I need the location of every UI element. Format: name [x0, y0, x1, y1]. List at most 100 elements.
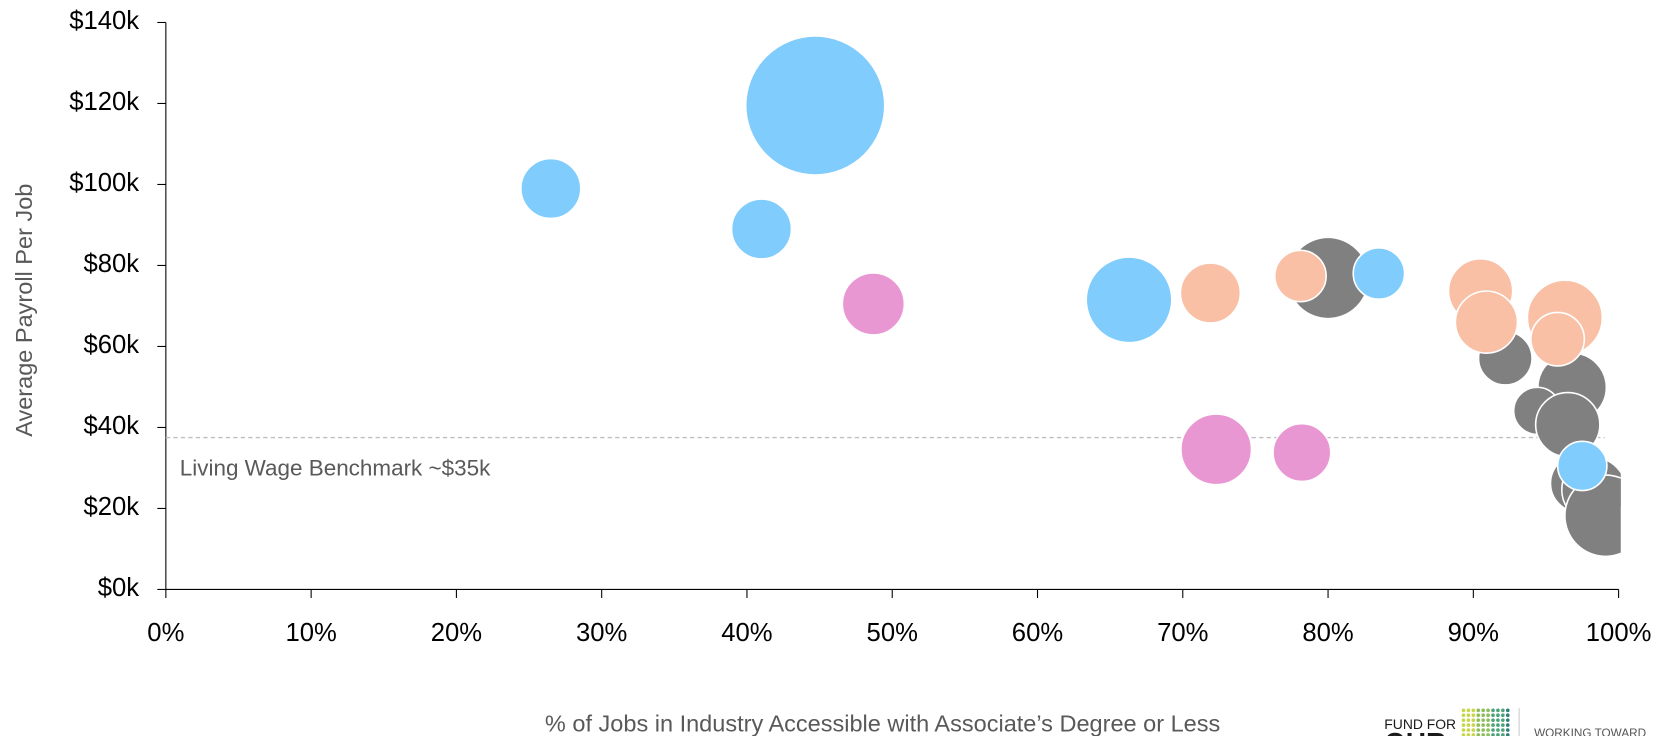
logo-dot: [1496, 708, 1500, 713]
logo-dot: [1481, 733, 1485, 736]
logo-dot: [1466, 713, 1471, 718]
logo: FUND FOR OUR WORKING TOWARD: [1384, 708, 1646, 736]
logo-dot: [1496, 713, 1500, 718]
logo-dot: [1466, 733, 1471, 736]
logo-dot: [1491, 728, 1495, 732]
y-tick-label: $140k: [69, 7, 139, 35]
logo-dot: [1505, 708, 1510, 713]
logo-dots: [1461, 708, 1510, 736]
logo-dot: [1466, 708, 1471, 713]
logo-dot: [1481, 713, 1485, 718]
logo-dot: [1491, 733, 1495, 736]
bubble: [1085, 256, 1173, 344]
x-tick-label: 70%: [1157, 619, 1208, 647]
x-tick-label: 40%: [721, 619, 772, 647]
x-tick-label: 0%: [147, 619, 184, 647]
logo-dot: [1481, 728, 1485, 732]
logo-dot: [1466, 728, 1471, 732]
logo-dot: [1501, 728, 1505, 732]
logo-dot: [1466, 718, 1471, 722]
logo-dot: [1461, 718, 1466, 722]
bubble: [520, 157, 582, 220]
logo-dot: [1471, 718, 1476, 722]
x-tick-label: 100%: [1586, 619, 1652, 647]
y-tick-label: $20k: [83, 493, 139, 521]
logo-dot: [1461, 733, 1466, 736]
benchmark-label: Living Wage Benchmark ~$35k: [180, 456, 491, 481]
x-tick-label: 80%: [1302, 619, 1353, 647]
bubble: [1352, 247, 1406, 301]
x-tick-label: 90%: [1448, 619, 1499, 647]
bubble: [1454, 290, 1519, 354]
logo-dot: [1496, 733, 1500, 736]
x-tick-label: 20%: [431, 619, 482, 647]
logo-dot: [1496, 728, 1500, 732]
logo-dot: [1481, 708, 1485, 713]
logo-dot: [1476, 713, 1481, 718]
logo-dot: [1471, 723, 1476, 727]
logo-dot: [1491, 723, 1495, 727]
logo-dot: [1501, 723, 1505, 727]
logo-dot: [1481, 718, 1485, 722]
logo-dot: [1486, 718, 1490, 722]
y-tick-label: $120k: [69, 88, 139, 116]
x-axis-label: % of Jobs in Industry Accessible with As…: [545, 711, 1220, 736]
logo-dot: [1476, 733, 1481, 736]
logo-dot: [1461, 713, 1466, 718]
logo-dot: [1471, 733, 1476, 736]
bubble: [1273, 249, 1327, 303]
logo-dot: [1481, 723, 1485, 727]
logo-dot: [1505, 728, 1510, 732]
y-tick-label: $60k: [83, 331, 139, 359]
bubble: [730, 198, 793, 260]
logo-dot: [1476, 718, 1481, 722]
bubble: [1179, 262, 1242, 324]
x-tick-label: 10%: [285, 619, 336, 647]
logo-dot: [1486, 713, 1490, 718]
logo-dot: [1476, 728, 1481, 732]
y-axis-label: Average Payroll Per Job: [11, 184, 37, 437]
y-tick-label: $40k: [83, 412, 139, 440]
logo-dot: [1471, 728, 1476, 732]
x-tick-label: 50%: [867, 619, 918, 647]
x-tick-label: 60%: [1012, 619, 1063, 647]
bubble: [841, 272, 906, 336]
logo-dot: [1491, 718, 1495, 722]
logo-line1: FUND FOR: [1384, 716, 1456, 732]
logo-dot: [1476, 723, 1481, 727]
logo-dot: [1501, 718, 1505, 722]
logo-line2: OUR: [1384, 727, 1446, 736]
bubbles: [520, 35, 1621, 558]
logo-dot: [1501, 713, 1505, 718]
logo-dot: [1491, 713, 1495, 718]
logo-dot: [1491, 708, 1495, 713]
logo-dot: [1496, 723, 1500, 727]
logo-dot: [1476, 708, 1481, 713]
logo-dot: [1501, 733, 1505, 736]
logo-dot: [1486, 708, 1490, 713]
bubble: [744, 35, 886, 176]
bubble: [1530, 311, 1586, 367]
x-tick-label: 30%: [576, 619, 627, 647]
y-tick-label: $0k: [98, 574, 140, 602]
logo-tagline: WORKING TOWARD: [1534, 727, 1646, 736]
logo-dot: [1486, 733, 1490, 736]
y-tick-label: $100k: [69, 169, 139, 197]
logo-dot: [1486, 728, 1490, 732]
logo-dot: [1505, 723, 1510, 727]
bubble: [1180, 413, 1253, 486]
y-tick-label: $80k: [83, 250, 139, 278]
bubble: [1556, 440, 1608, 492]
logo-dot: [1505, 713, 1510, 718]
logo-dot: [1461, 723, 1466, 727]
logo-dot: [1471, 713, 1476, 718]
logo-dot: [1466, 723, 1471, 727]
bubble: [1272, 422, 1332, 483]
logo-dot: [1501, 708, 1505, 713]
logo-dot: [1496, 718, 1500, 722]
logo-dot: [1505, 718, 1510, 722]
logo-dot: [1505, 733, 1510, 736]
logo-dot: [1471, 708, 1476, 713]
